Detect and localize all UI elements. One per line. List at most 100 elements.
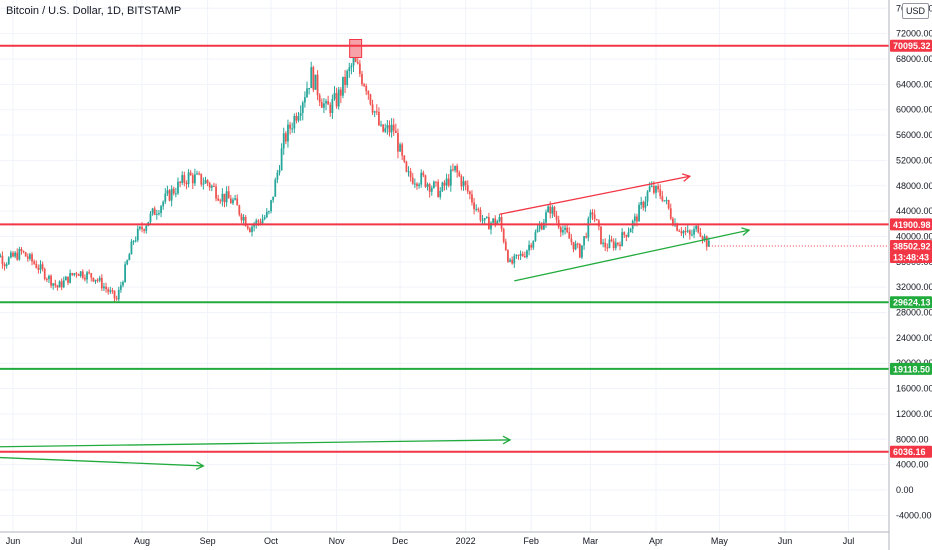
candle-body xyxy=(432,181,435,188)
candle-body xyxy=(257,220,260,222)
candle-body xyxy=(291,128,294,130)
current-price-label-bg xyxy=(890,239,932,252)
candle-body xyxy=(268,211,270,213)
candle-body xyxy=(363,84,366,86)
candle-body xyxy=(496,221,499,225)
y-tick-label: 16000.00 xyxy=(896,384,932,394)
candle-body xyxy=(284,133,287,142)
candle-body xyxy=(534,232,537,241)
candle-body xyxy=(113,290,116,299)
candle-body xyxy=(403,155,406,162)
candle-body xyxy=(644,201,647,208)
candle-body xyxy=(583,236,585,246)
candle-body xyxy=(688,230,691,235)
x-tick-label: Dec xyxy=(392,536,409,546)
candle-body xyxy=(174,193,177,195)
candle-body xyxy=(665,200,668,202)
candle-body xyxy=(270,200,272,212)
candle-body xyxy=(418,184,420,186)
candle-body xyxy=(103,286,105,289)
y-tick-label: 0.00 xyxy=(896,485,914,495)
candle-body xyxy=(447,178,450,186)
candle-body xyxy=(41,264,44,269)
candle-body xyxy=(566,227,569,233)
candle-body xyxy=(265,211,268,218)
candle-body xyxy=(617,242,619,245)
y-tick-label: 12000.00 xyxy=(896,409,932,419)
candle-body xyxy=(390,124,393,133)
candle-body xyxy=(168,190,171,201)
level-price-label: 70095.32 xyxy=(893,41,931,51)
candle-body xyxy=(481,220,484,222)
candle-body xyxy=(564,227,566,230)
candle-body xyxy=(686,230,689,232)
candle-body xyxy=(111,290,114,292)
candle-body xyxy=(18,248,21,260)
candle-body xyxy=(466,185,469,192)
candle-body xyxy=(316,74,319,96)
candle-body xyxy=(73,273,76,275)
candle-body xyxy=(667,200,670,209)
candle-body xyxy=(540,225,543,230)
trendline-arrow xyxy=(681,173,692,182)
countdown-label-bg xyxy=(890,250,932,263)
candle-body xyxy=(60,281,63,288)
candle-body xyxy=(678,230,681,232)
candle-body xyxy=(272,196,275,201)
candle-body xyxy=(119,285,122,290)
candle-body xyxy=(124,264,126,283)
candle-body xyxy=(56,285,59,288)
candle-body xyxy=(213,185,215,187)
candle-body xyxy=(559,227,562,233)
candle-body xyxy=(430,187,433,192)
candle-body xyxy=(504,241,507,251)
candle-body xyxy=(439,190,442,197)
candle-body xyxy=(435,181,437,183)
candle-body xyxy=(0,255,2,257)
candle-body xyxy=(542,222,545,230)
y-tick-label: 64000.00 xyxy=(896,79,932,89)
candle-body xyxy=(416,183,418,186)
level-price-label-bg xyxy=(890,218,932,231)
candle-body xyxy=(77,274,80,276)
candle-body xyxy=(498,217,501,222)
candle-body xyxy=(460,176,463,187)
candle-body xyxy=(591,212,594,215)
trendline-arrow xyxy=(741,227,751,236)
candle-body xyxy=(177,181,179,194)
x-tick-label: May xyxy=(711,536,729,546)
level-price-label: 6036.16 xyxy=(893,447,926,457)
grid xyxy=(0,0,887,532)
candle-body xyxy=(344,76,346,85)
candle-body xyxy=(16,252,19,260)
candle-body xyxy=(608,239,611,248)
candle-body xyxy=(521,253,524,256)
candle-body xyxy=(320,102,323,108)
candle-body xyxy=(471,194,473,203)
candle-body xyxy=(312,67,315,90)
candle-body xyxy=(650,185,653,187)
candle-body xyxy=(638,204,640,222)
candle-body xyxy=(50,275,52,286)
candle-body xyxy=(454,165,456,171)
candle-body xyxy=(443,182,446,186)
candle-body xyxy=(232,199,234,204)
candle-body xyxy=(614,242,617,249)
candle-body xyxy=(246,226,249,229)
y-tick-label: 52000.00 xyxy=(896,155,932,165)
candle-body xyxy=(652,185,655,193)
price-labels: 70095.32 41900.98 29624.13 19118.50 6036.16 3… xyxy=(890,39,932,458)
candle-body xyxy=(198,173,201,175)
candle-body xyxy=(452,169,454,171)
candle-body xyxy=(314,74,317,90)
candle-body xyxy=(251,226,253,233)
currency-button[interactable]: USD xyxy=(902,3,930,19)
candle-body xyxy=(388,125,391,133)
candle-body xyxy=(37,267,40,270)
candle-body xyxy=(623,232,626,235)
horizontal-levels xyxy=(0,44,889,453)
candle-body xyxy=(437,181,440,197)
candle-body xyxy=(48,275,50,280)
candle-body xyxy=(225,191,228,203)
